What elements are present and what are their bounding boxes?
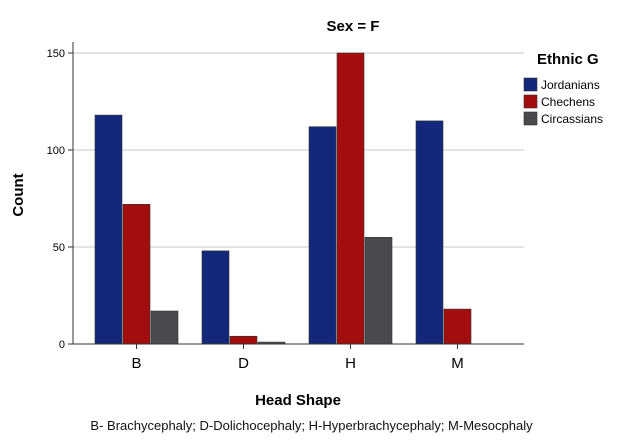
legend-title: Ethnic G xyxy=(537,51,599,68)
footnote: B- Brachycephaly; D-Dolichocephaly; H-Hy… xyxy=(0,418,623,433)
x-tick-label: H xyxy=(345,355,356,372)
legend-swatch xyxy=(524,78,537,91)
bar-chechens-m xyxy=(444,309,471,344)
legend-label: Circassians xyxy=(541,112,603,126)
bar-jordanians-b xyxy=(95,115,122,344)
x-axis-label: Head Shape xyxy=(255,392,341,409)
y-tick-label: 50 xyxy=(53,242,65,254)
bar-chechens-b xyxy=(123,204,150,344)
bar-chechens-h xyxy=(337,53,364,344)
legend-swatch xyxy=(524,112,537,125)
bars xyxy=(95,53,471,344)
x-tick-label: D xyxy=(238,355,249,372)
legend-label: Chechens xyxy=(541,95,595,109)
bar-jordanians-d xyxy=(202,251,229,344)
legend: Ethnic G Jordanians Chechens Circassians xyxy=(524,51,603,126)
y-tick-labels: 0 50 100 150 xyxy=(47,48,73,351)
x-tick-label: M xyxy=(451,355,464,372)
legend-label: Jordanians xyxy=(541,78,600,92)
bar-circassians-b xyxy=(151,311,178,344)
bar-jordanians-m xyxy=(416,121,443,344)
legend-swatch xyxy=(524,95,537,108)
x-tick-label: B xyxy=(131,355,141,372)
y-tick-label: 0 xyxy=(59,339,65,351)
y-tick-label: 150 xyxy=(47,48,65,60)
chart-title: Sex = F xyxy=(327,18,380,35)
bar-chechens-d xyxy=(230,336,257,344)
y-tick-label: 100 xyxy=(47,145,65,157)
bar-jordanians-h xyxy=(309,127,336,344)
bar-circassians-h xyxy=(365,237,392,344)
y-axis-label: Count xyxy=(10,173,27,216)
